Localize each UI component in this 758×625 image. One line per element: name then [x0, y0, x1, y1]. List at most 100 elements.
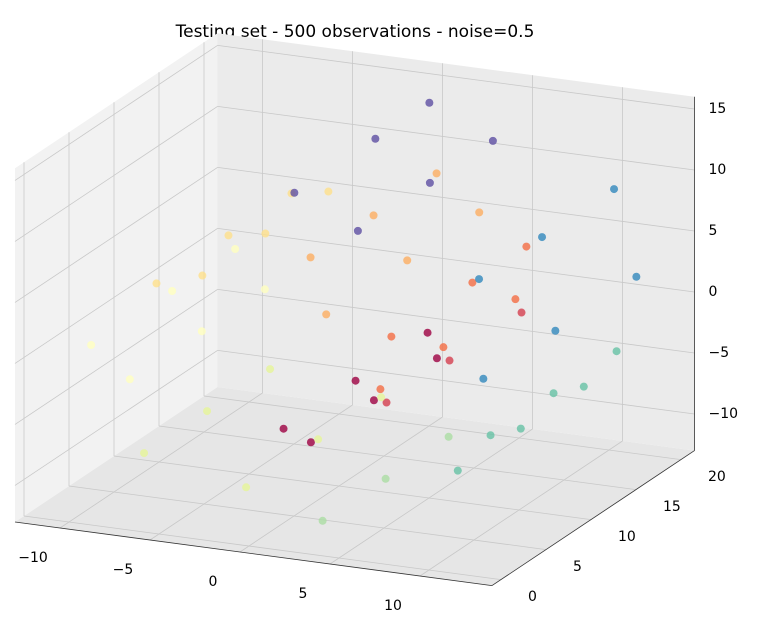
grid-line [203, 395, 682, 460]
axis-line [14, 521, 493, 586]
grid-line [68, 485, 547, 550]
grid-line [14, 106, 218, 242]
grid-line [14, 228, 218, 364]
point [377, 393, 386, 402]
point [306, 253, 315, 262]
point [242, 483, 251, 492]
point [468, 278, 477, 287]
x-tick-label: −10 [18, 550, 48, 566]
point [453, 466, 462, 475]
grid-line [217, 228, 695, 293]
point [322, 310, 331, 319]
grid-line [217, 45, 695, 110]
grid-line [419, 440, 623, 577]
z-tick-label: 15 [709, 101, 727, 117]
y-tick-label: 5 [573, 559, 582, 575]
point [488, 136, 497, 145]
left-pane [15, 33, 218, 522]
floor-pane [15, 387, 695, 586]
grid-line [217, 167, 695, 232]
grid-line [239, 416, 443, 553]
point [203, 407, 212, 416]
point [197, 327, 206, 336]
grid-line [217, 106, 695, 171]
point [382, 398, 391, 407]
z-tick-label: 10 [709, 162, 727, 178]
point [439, 343, 448, 352]
grid-line [14, 350, 218, 486]
point [306, 438, 315, 447]
point [444, 432, 453, 441]
point [579, 382, 588, 391]
grid-line [14, 289, 218, 425]
y-tick-label: 0 [528, 589, 537, 605]
z-tick-label: 5 [709, 223, 718, 239]
point [432, 354, 441, 363]
point [549, 389, 558, 398]
point [511, 295, 520, 304]
point [318, 516, 327, 525]
grid-line [59, 392, 263, 529]
point [279, 424, 288, 433]
point [403, 256, 412, 265]
chart-title: Testing set - 500 observations - noise=0… [175, 22, 535, 42]
point [522, 242, 531, 251]
point [517, 308, 526, 317]
point [140, 449, 149, 458]
point [351, 376, 360, 385]
point [324, 187, 333, 196]
point [87, 341, 96, 349]
point [369, 396, 378, 405]
point [551, 326, 560, 335]
point [632, 272, 641, 281]
point [371, 134, 380, 143]
point [261, 229, 270, 238]
point [423, 328, 432, 337]
point [353, 226, 362, 235]
point [198, 271, 207, 280]
z-tick-label: −5 [709, 345, 730, 361]
grid-line [158, 425, 637, 490]
x-tick-label: 0 [209, 574, 218, 590]
y-tick-label: 10 [618, 529, 636, 545]
point [538, 233, 547, 242]
point [290, 188, 299, 197]
point [387, 332, 396, 341]
z-tick-label: −10 [709, 406, 739, 422]
point [612, 347, 621, 356]
point [475, 275, 484, 284]
z-tick-label: 0 [709, 284, 718, 300]
grid-line [329, 428, 533, 565]
point [425, 178, 434, 187]
y-tick-label: 20 [708, 469, 726, 485]
point [260, 285, 269, 294]
grid-line [14, 167, 218, 303]
point [425, 98, 434, 107]
point [231, 245, 240, 253]
point [125, 375, 134, 384]
point [486, 431, 495, 440]
point [445, 356, 454, 365]
x-tick-label: 5 [299, 586, 308, 602]
grid-line [14, 45, 218, 181]
point [381, 474, 390, 483]
grid-line [217, 289, 695, 354]
point [266, 365, 275, 374]
x-tick-label: 10 [384, 598, 402, 614]
back-pane [217, 33, 695, 451]
axis-line [491, 450, 695, 586]
point [152, 279, 161, 288]
x-tick-label: −5 [113, 562, 134, 578]
point [610, 185, 619, 194]
grid-line [113, 455, 592, 520]
point [168, 287, 177, 295]
grid-line [149, 404, 353, 541]
point [479, 374, 488, 383]
grid-line [23, 515, 502, 580]
point [376, 385, 385, 394]
point [432, 169, 441, 178]
y-tick-label: 15 [663, 499, 681, 515]
grid-line [217, 350, 695, 415]
point [224, 231, 233, 240]
